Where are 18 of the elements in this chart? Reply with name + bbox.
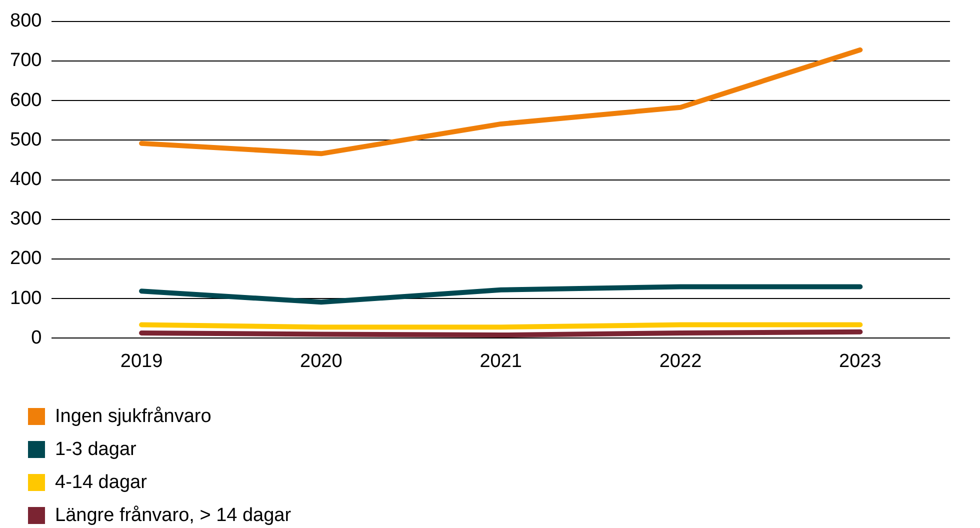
- y-tick-label: 600: [10, 90, 42, 111]
- legend-label: Ingen sjukfrånvaro: [55, 406, 212, 428]
- y-tick-label: 200: [10, 248, 42, 270]
- y-tick-label: 700: [10, 50, 42, 72]
- x-tick-label: 2020: [300, 350, 342, 372]
- x-tick-label: 2023: [839, 350, 882, 372]
- y-tick-label: 0: [31, 327, 42, 348]
- y-tick-label: 300: [10, 208, 42, 230]
- y-tick-label: 800: [10, 10, 42, 32]
- y-tick-label: 400: [10, 169, 42, 190]
- y-tick-label: 100: [10, 288, 42, 309]
- legend-label: 4-14 dagar: [55, 472, 147, 494]
- legend-label: Längre frånvaro, > 14 dagar: [55, 504, 292, 526]
- x-tick-label: 2022: [659, 350, 702, 372]
- x-tick-label: 2019: [120, 350, 163, 372]
- y-tick-label: 500: [10, 129, 42, 150]
- legend-label: 1-3 dagar: [55, 438, 136, 460]
- x-tick-label: 2021: [480, 350, 522, 372]
